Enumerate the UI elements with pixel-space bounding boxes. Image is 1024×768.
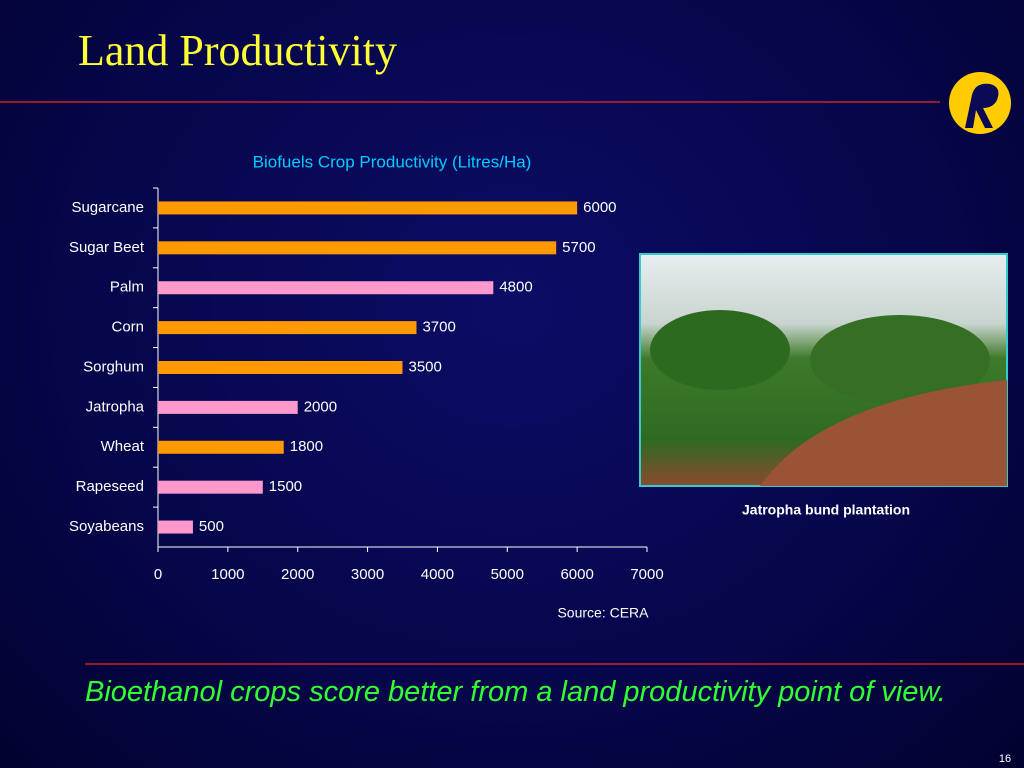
- data-label: 5700: [562, 239, 595, 256]
- data-label: 3500: [409, 358, 442, 375]
- x-tick-label: 1000: [211, 566, 244, 583]
- photo-shrub: [650, 310, 790, 390]
- y-tick-label: Sugarcane: [71, 199, 144, 216]
- x-tick-label: 0: [154, 566, 162, 583]
- photo-soil: [760, 380, 1007, 486]
- y-tick-label: Corn: [111, 319, 144, 336]
- x-tick-label: 4000: [421, 566, 454, 583]
- x-tick-label: 5000: [491, 566, 524, 583]
- takeaway: Bioethanol crops score better from a lan…: [85, 676, 946, 708]
- source: Source: CERA: [557, 605, 649, 621]
- x-tick-label: 2000: [281, 566, 314, 583]
- y-tick-label: Palm: [110, 279, 144, 296]
- logo: [949, 72, 1011, 134]
- y-tick-label: Jatropha: [86, 398, 145, 415]
- y-tick-label: Sugar Beet: [69, 239, 145, 256]
- data-label: 2000: [304, 398, 337, 415]
- y-tick-label: Sorghum: [83, 358, 144, 375]
- y-tick-label: Rapeseed: [76, 478, 144, 495]
- bar: [158, 321, 417, 335]
- y-tick-label: Soyabeans: [69, 518, 144, 535]
- data-label: 6000: [583, 199, 616, 216]
- data-label: 3700: [422, 319, 455, 336]
- data-label: 1500: [269, 478, 302, 495]
- bar: [158, 241, 557, 255]
- bar: [158, 281, 494, 295]
- photo-shrub: [810, 315, 990, 405]
- data-label: 500: [199, 518, 224, 535]
- bar: [158, 201, 578, 215]
- bar: [158, 361, 403, 374]
- bar: [158, 520, 193, 534]
- data-label: 4800: [499, 279, 532, 296]
- page-number: 16: [999, 753, 1011, 765]
- y-tick-label: Wheat: [101, 438, 145, 455]
- chart-title: Biofuels Crop Productivity (Litres/Ha): [253, 152, 532, 171]
- photo-caption: Jatropha bund plantation: [742, 502, 910, 518]
- bar: [158, 440, 284, 454]
- x-tick-label: 7000: [630, 566, 663, 583]
- x-tick-label: 6000: [560, 566, 593, 583]
- slide-title: Land Productivity: [78, 26, 397, 75]
- x-tick-label: 3000: [351, 566, 384, 583]
- data-label: 1800: [290, 438, 323, 455]
- bar: [158, 400, 298, 414]
- bar: [158, 480, 263, 494]
